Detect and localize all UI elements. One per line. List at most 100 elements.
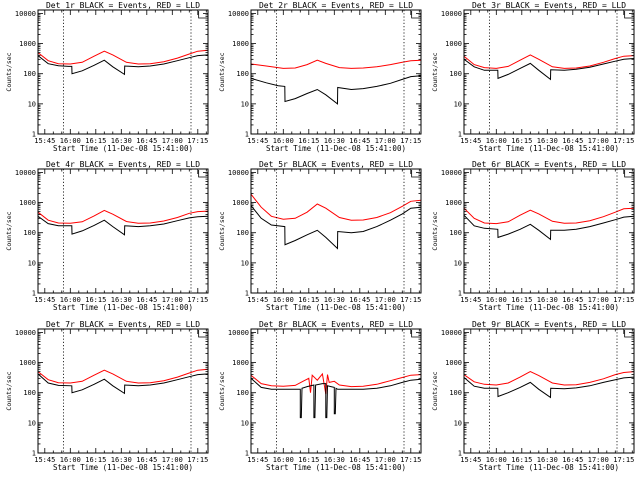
y-tick-label: 100 xyxy=(236,70,249,78)
panel-title: Det 1r BLACK = Events, RED = LLD xyxy=(46,1,200,10)
y-tick-label: 100 xyxy=(236,389,249,397)
x-tick-label: 16:45 xyxy=(349,137,370,145)
x-tick-label: 17:00 xyxy=(162,296,183,304)
y-tick-label: 10 xyxy=(241,259,249,267)
y-tick-label: 10 xyxy=(28,100,36,108)
detector-panel-1: Det 1r BLACK = Events, RED = LLD 1 10 100 10… xyxy=(5,1,209,153)
corner-bracket-marker xyxy=(198,330,207,338)
corner-bracket-marker xyxy=(198,11,207,19)
y-axis-label: Counts/sec xyxy=(5,371,13,410)
y-axis-label: Counts/sec xyxy=(431,211,439,250)
events-series-line xyxy=(38,54,208,76)
corner-bracket-marker xyxy=(624,11,633,19)
panel-title: Det 8r BLACK = Events, RED = LLD xyxy=(259,320,413,329)
y-tick-label: 10000 xyxy=(441,329,462,337)
events-series-line xyxy=(464,58,634,81)
x-tick-label: 16:15 xyxy=(298,137,319,145)
x-tick-label: 16:45 xyxy=(136,137,157,145)
plot-frame xyxy=(463,328,635,454)
x-tick-label: 16:30 xyxy=(324,296,345,304)
y-tick-label: 1 xyxy=(32,131,36,139)
detector-panel-9: Det 9r BLACK = Events, RED = LLD 1 10 100 10… xyxy=(431,320,635,472)
y-tick-label: 1000 xyxy=(19,359,36,367)
events-series-line xyxy=(251,75,421,105)
y-tick-label: 100 xyxy=(449,70,462,78)
x-tick-label: 17:00 xyxy=(162,456,183,464)
panel-title: Det 5r BLACK = Events, RED = LLD xyxy=(259,160,413,169)
x-tick-label: 16:00 xyxy=(486,456,507,464)
x-tick-label: 16:15 xyxy=(85,296,106,304)
lld-series-line xyxy=(464,54,634,69)
plot-frame xyxy=(37,168,209,294)
x-tick-label: 17:15 xyxy=(613,296,634,304)
y-tick-label: 1000 xyxy=(232,40,249,48)
x-tick-label: 16:15 xyxy=(511,137,532,145)
y-tick-label: 1 xyxy=(458,450,462,458)
y-axis-label: Counts/sec xyxy=(218,371,226,410)
x-tick-label: 17:15 xyxy=(400,137,421,145)
y-tick-label: 1000 xyxy=(445,40,462,48)
plot-frame xyxy=(250,9,422,135)
x-tick-label: 16:15 xyxy=(298,456,319,464)
panel-title: Det 3r BLACK = Events, RED = LLD xyxy=(472,1,626,10)
x-tick-label: 16:45 xyxy=(562,137,583,145)
y-tick-label: 100 xyxy=(23,70,36,78)
x-axis-label: Start Time (11-Dec-08 15:41:00) xyxy=(479,303,619,312)
y-tick-label: 1000 xyxy=(19,199,36,207)
x-tick-label: 17:00 xyxy=(375,456,396,464)
y-tick-label: 100 xyxy=(23,229,36,237)
y-axis-label: Counts/sec xyxy=(218,211,226,250)
panel-title: Det 4r BLACK = Events, RED = LLD xyxy=(46,160,200,169)
y-tick-label: 10000 xyxy=(228,10,249,18)
y-tick-label: 10000 xyxy=(228,329,249,337)
y-tick-label: 10000 xyxy=(15,169,36,177)
y-tick-label: 10000 xyxy=(441,10,462,18)
x-axis-label: Start Time (11-Dec-08 15:41:00) xyxy=(266,303,406,312)
events-series-line xyxy=(251,205,421,250)
x-tick-label: 16:00 xyxy=(60,137,81,145)
y-tick-label: 10 xyxy=(28,259,36,267)
y-tick-label: 1 xyxy=(245,131,249,139)
y-tick-label: 1000 xyxy=(232,359,249,367)
x-tick-label: 17:00 xyxy=(162,137,183,145)
x-axis-label: Start Time (11-Dec-08 15:41:00) xyxy=(479,463,619,472)
x-tick-label: 16:45 xyxy=(562,296,583,304)
panel-title: Det 9r BLACK = Events, RED = LLD xyxy=(472,320,626,329)
detector-panel-5: Det 5r BLACK = Events, RED = LLD 1 10 100 10… xyxy=(218,160,422,312)
x-tick-label: 16:00 xyxy=(273,456,294,464)
x-tick-label: 15:45 xyxy=(247,296,268,304)
detector-panel-4: Det 4r BLACK = Events, RED = LLD 1 10 100 10… xyxy=(5,160,209,312)
lld-series-line xyxy=(464,371,634,386)
x-tick-label: 16:00 xyxy=(60,296,81,304)
y-axis-label: Counts/sec xyxy=(431,52,439,91)
plot-frame xyxy=(250,328,422,454)
y-tick-label: 1 xyxy=(458,131,462,139)
x-tick-label: 16:30 xyxy=(324,137,345,145)
plot-frame xyxy=(463,9,635,135)
y-tick-label: 1000 xyxy=(445,199,462,207)
x-axis-label: Start Time (11-Dec-08 15:41:00) xyxy=(266,463,406,472)
x-tick-label: 17:15 xyxy=(613,456,634,464)
x-tick-label: 17:15 xyxy=(400,296,421,304)
y-axis-label: Counts/sec xyxy=(5,211,13,250)
y-tick-label: 100 xyxy=(236,229,249,237)
detector-panel-6: Det 6r BLACK = Events, RED = LLD 1 10 100 10… xyxy=(431,160,635,312)
y-tick-label: 1 xyxy=(32,290,36,298)
x-tick-label: 16:30 xyxy=(537,456,558,464)
x-tick-label: 15:45 xyxy=(34,137,55,145)
lld-series-line xyxy=(464,207,634,225)
y-tick-label: 1000 xyxy=(232,199,249,207)
y-tick-label: 1 xyxy=(245,450,249,458)
x-tick-label: 16:00 xyxy=(60,456,81,464)
x-tick-label: 17:00 xyxy=(588,296,609,304)
x-axis-label: Start Time (11-Dec-08 15:41:00) xyxy=(479,144,619,153)
x-tick-label: 15:45 xyxy=(34,296,55,304)
events-series-line xyxy=(464,376,634,399)
y-tick-label: 10000 xyxy=(441,169,462,177)
events-series-line xyxy=(38,373,208,395)
x-tick-label: 15:45 xyxy=(460,296,481,304)
y-tick-label: 100 xyxy=(449,229,462,237)
x-tick-label: 16:45 xyxy=(136,456,157,464)
x-tick-label: 17:00 xyxy=(588,456,609,464)
